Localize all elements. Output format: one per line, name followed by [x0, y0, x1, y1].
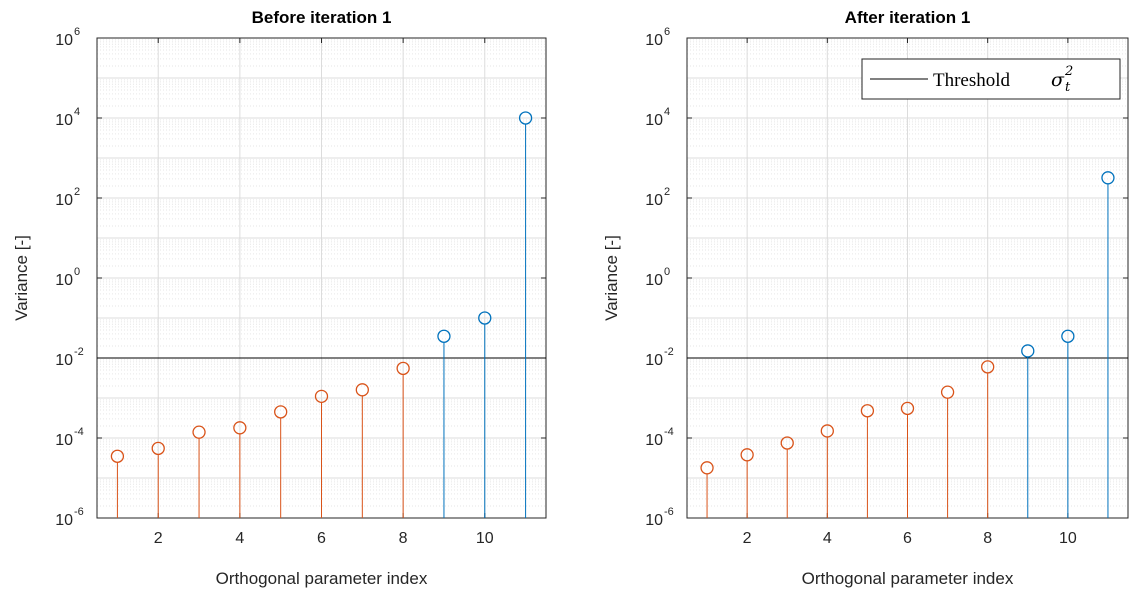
- x-tick-label: 4: [823, 530, 832, 547]
- legend-label: Threshold: [933, 70, 1011, 91]
- y-tick-label: 10: [645, 432, 663, 449]
- y-axis-label: Variance [-]: [602, 235, 621, 321]
- stem-marker: [1101, 171, 1115, 185]
- stem-marker: [900, 401, 915, 416]
- x-axis-label: Orthogonal parameter index: [802, 569, 1014, 588]
- y-tick-exponent: -4: [74, 426, 84, 438]
- stem-marker: [274, 405, 288, 419]
- y-tick-exponent: -6: [664, 506, 674, 518]
- y-tick-exponent: 0: [664, 266, 670, 278]
- y-tick-label: 10: [645, 272, 663, 289]
- y-tick-exponent: -2: [74, 346, 84, 358]
- y-tick-exponent: 2: [74, 186, 80, 198]
- y-tick-label: 10: [645, 112, 663, 129]
- y-tick-exponent: 2: [664, 186, 670, 198]
- x-tick-label: 6: [903, 530, 912, 547]
- x-tick-label: 8: [399, 530, 408, 547]
- y-tick-label: 10: [645, 352, 663, 369]
- stem-marker: [940, 385, 955, 399]
- y-tick-exponent: 6: [664, 26, 670, 38]
- y-tick-label: 10: [55, 432, 73, 449]
- x-tick-label: 2: [154, 530, 163, 547]
- y-tick-exponent: -6: [74, 506, 84, 518]
- stem-marker: [518, 111, 533, 125]
- x-axis-label: Orthogonal parameter index: [216, 569, 428, 588]
- y-tick-exponent: 6: [74, 26, 80, 38]
- stem-marker: [437, 329, 451, 343]
- legend-superscript: 2: [1064, 64, 1073, 79]
- stem-marker: [110, 449, 125, 463]
- y-tick-exponent: -2: [664, 346, 674, 358]
- x-tick-label: 6: [317, 530, 326, 547]
- y-axis-label: Variance [-]: [12, 235, 31, 321]
- legend-subscript: t: [1065, 80, 1071, 95]
- chart-title: After iteration 1: [845, 8, 971, 27]
- stem-marker: [1061, 329, 1075, 343]
- y-tick-label: 10: [645, 512, 663, 529]
- y-tick-label: 10: [55, 352, 73, 369]
- y-tick-exponent: -4: [664, 426, 674, 438]
- x-tick-label: 4: [235, 530, 244, 547]
- legend-symbol: σ: [1051, 69, 1065, 91]
- x-tick-label: 10: [1059, 530, 1077, 547]
- stem-marker: [192, 425, 206, 439]
- stem-marker: [233, 421, 247, 435]
- stem-marker: [478, 311, 492, 325]
- y-tick-label: 10: [55, 112, 73, 129]
- y-tick-label: 10: [645, 32, 663, 49]
- y-tick-exponent: 4: [74, 106, 80, 118]
- stem-marker: [860, 404, 875, 418]
- y-tick-label: 10: [645, 192, 663, 209]
- stem-marker: [820, 424, 834, 438]
- stem-marker: [151, 441, 165, 456]
- stem-marker: [355, 383, 369, 397]
- stem-marker: [314, 389, 329, 403]
- y-tick-exponent: 0: [74, 266, 80, 278]
- y-tick-label: 10: [55, 192, 73, 209]
- x-tick-label: 2: [743, 530, 752, 547]
- y-tick-label: 10: [55, 272, 73, 289]
- stem-marker: [740, 448, 754, 462]
- x-tick-label: 8: [983, 530, 992, 547]
- stem-marker: [396, 361, 410, 376]
- stem-marker: [780, 436, 794, 450]
- y-tick-label: 10: [55, 512, 73, 529]
- x-tick-label: 10: [476, 530, 494, 547]
- stem-marker: [700, 461, 714, 475]
- y-tick-exponent: 4: [664, 106, 670, 118]
- legend: Threshold σ 2t: [861, 58, 1121, 100]
- chart-title: Before iteration 1: [252, 8, 392, 27]
- y-tick-label: 10: [55, 32, 73, 49]
- stem-marker: [981, 360, 995, 374]
- stem-marker: [1021, 344, 1035, 358]
